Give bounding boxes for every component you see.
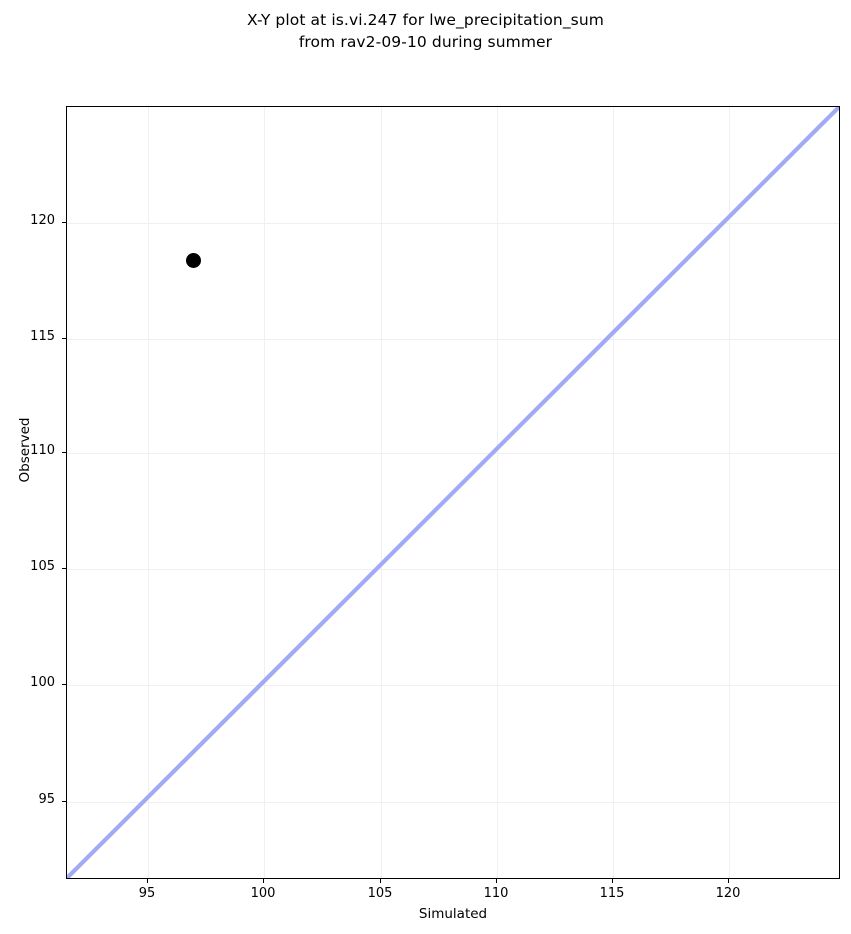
gridline-horizontal-115 [67,339,839,340]
tick-label-x-0: 95 [138,886,156,901]
data-point [185,252,201,268]
gridline-horizontal-110 [67,453,839,454]
chart-title: X-Y plot at is.vi.247 for lwe_precipitat… [247,11,604,51]
tick-x-115 [612,879,613,883]
tick-label-x-1: 100 [250,886,276,901]
tick-x-110 [496,879,497,883]
tick-x-120 [728,879,729,883]
tick-y-95 [62,801,66,802]
tick-y-120 [62,222,66,223]
tick-label-y-5: 120 [30,213,55,228]
gridline-horizontal-100 [67,685,839,686]
gridline-horizontal-120 [67,223,839,224]
plot-area [66,106,840,879]
tick-y-105 [62,568,66,569]
tick-y-115 [62,338,66,339]
gridline-horizontal-105 [67,569,839,570]
x-axis-label: Simulated [418,906,488,922]
tick-label-y-4: 115 [30,329,55,344]
tick-label-y-0: 95 [38,792,55,807]
tick-label-x-3: 110 [483,886,509,901]
gridline-horizontal-95 [67,802,839,803]
tick-y-110 [62,452,66,453]
y-axis-label: Observed [17,417,33,483]
tick-x-100 [263,879,264,883]
tick-y-100 [62,684,66,685]
tick-label-y-3: 110 [30,443,55,458]
tick-x-95 [147,879,148,883]
tick-label-x-2: 105 [367,886,393,901]
tick-x-105 [380,879,381,883]
tick-label-y-1: 100 [30,675,55,690]
tick-label-x-4: 115 [599,886,625,901]
tick-label-y-2: 105 [30,559,55,574]
tick-label-x-5: 120 [715,886,741,901]
